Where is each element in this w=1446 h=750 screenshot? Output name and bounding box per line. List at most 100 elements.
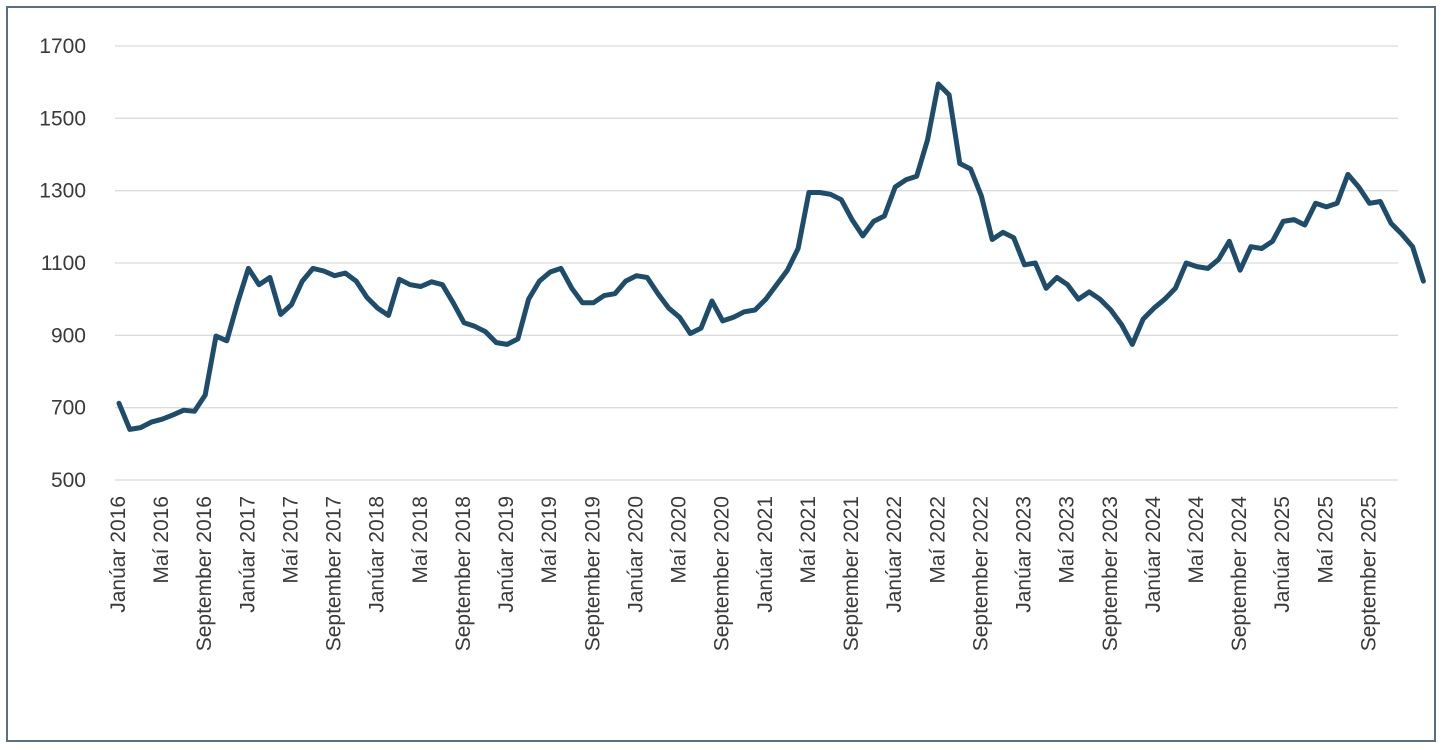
data-point <box>904 178 908 182</box>
data-point <box>354 279 358 283</box>
data-point <box>732 315 736 319</box>
data-point <box>193 409 197 413</box>
data-point <box>1238 268 1242 272</box>
data-point <box>290 303 294 307</box>
data-point <box>742 310 746 314</box>
data-point <box>462 321 466 325</box>
x-tick-label: Maí 2020 <box>668 496 691 584</box>
data-point <box>128 427 132 431</box>
data-point <box>1368 201 1372 205</box>
data-point <box>1400 232 1404 236</box>
y-tick-label: 1300 <box>39 180 86 203</box>
x-tick-label: September 2018 <box>452 496 475 651</box>
data-point <box>1281 219 1285 223</box>
data-point <box>1076 297 1080 301</box>
data-point <box>850 218 854 222</box>
data-point <box>667 306 671 310</box>
data-point <box>1195 265 1199 269</box>
x-tick-label: Maí 2023 <box>1056 496 1079 584</box>
data-point <box>494 341 498 345</box>
data-point <box>268 276 272 280</box>
data-point <box>602 294 606 298</box>
data-point <box>139 426 143 430</box>
x-tick-label: September 2017 <box>323 496 346 651</box>
data-point <box>1357 185 1361 189</box>
data-point <box>149 420 153 424</box>
x-tick-label: Maí 2021 <box>797 496 820 584</box>
x-tick-label: September 2024 <box>1228 496 1251 652</box>
y-tick-label: 1500 <box>39 107 86 130</box>
data-point <box>990 238 994 242</box>
data-point <box>775 283 779 287</box>
data-point <box>958 162 962 166</box>
data-point <box>1303 223 1307 227</box>
data-point <box>785 268 789 272</box>
gridlines <box>115 45 1398 481</box>
data-point <box>1249 245 1253 249</box>
x-axis-ticks: Janúar 2016 Maí 2016 September 2016 Janúar … <box>107 496 1380 652</box>
x-tick-label: Maí 2025 <box>1314 496 1337 584</box>
data-point <box>1314 201 1318 205</box>
data-point <box>753 308 757 312</box>
data-point <box>721 319 725 323</box>
x-tick-label: Janúar 2025 <box>1271 496 1294 613</box>
data-point <box>311 266 315 270</box>
data-point <box>527 297 531 301</box>
y-axis-ticks: 500 700 900 1100 1300 1500 1700 <box>39 35 86 492</box>
data-point <box>1217 257 1221 261</box>
data-point <box>1227 239 1231 243</box>
data-point <box>387 313 391 317</box>
data-point <box>570 286 574 290</box>
x-tick-label: Maí 2019 <box>538 496 561 584</box>
data-point <box>634 274 638 278</box>
x-tick-label: Janúar 2019 <box>495 496 518 613</box>
data-point <box>279 312 283 316</box>
data-point <box>548 270 552 274</box>
data-point <box>473 324 477 328</box>
x-tick-label: September 2025 <box>1357 496 1380 651</box>
data-point <box>430 280 434 284</box>
data-point <box>1001 230 1005 234</box>
data-point <box>246 266 250 270</box>
data-point <box>1389 221 1393 225</box>
x-tick-label: Janúar 2022 <box>883 496 906 613</box>
data-point <box>861 234 865 238</box>
data-point <box>1033 261 1037 265</box>
x-tick-label: Janúar 2021 <box>754 496 777 613</box>
data-point <box>613 292 617 296</box>
data-point <box>505 342 509 346</box>
data-point <box>203 393 207 397</box>
data-point <box>699 326 703 330</box>
data-point <box>1324 205 1328 209</box>
data-point <box>214 334 218 338</box>
y-tick-label: 900 <box>51 324 86 347</box>
y-tick-label: 500 <box>51 469 86 492</box>
data-point <box>559 266 563 270</box>
data-point <box>160 417 164 421</box>
data-point <box>376 306 380 310</box>
data-point <box>171 413 175 417</box>
data-point <box>182 408 186 412</box>
data-point <box>537 279 541 283</box>
x-tick-label: September 2016 <box>193 496 216 651</box>
data-point <box>516 337 520 341</box>
data-point <box>979 194 983 198</box>
x-tick-label: Maí 2022 <box>926 496 949 584</box>
chart-frame <box>6 6 1436 742</box>
data-point <box>1184 261 1188 265</box>
y-tick-label: 700 <box>51 397 86 420</box>
data-point <box>225 339 229 343</box>
data-point <box>969 167 973 171</box>
series-group <box>116 81 1426 432</box>
data-point <box>882 214 886 218</box>
data-point <box>678 315 682 319</box>
data-point <box>893 185 897 189</box>
x-tick-label: September 2021 <box>840 496 863 651</box>
data-point <box>1152 306 1156 310</box>
data-point <box>1271 239 1275 243</box>
data-point <box>365 295 369 299</box>
data-point <box>764 297 768 301</box>
y-tick-label: 1700 <box>39 35 86 58</box>
data-point <box>1411 245 1415 249</box>
